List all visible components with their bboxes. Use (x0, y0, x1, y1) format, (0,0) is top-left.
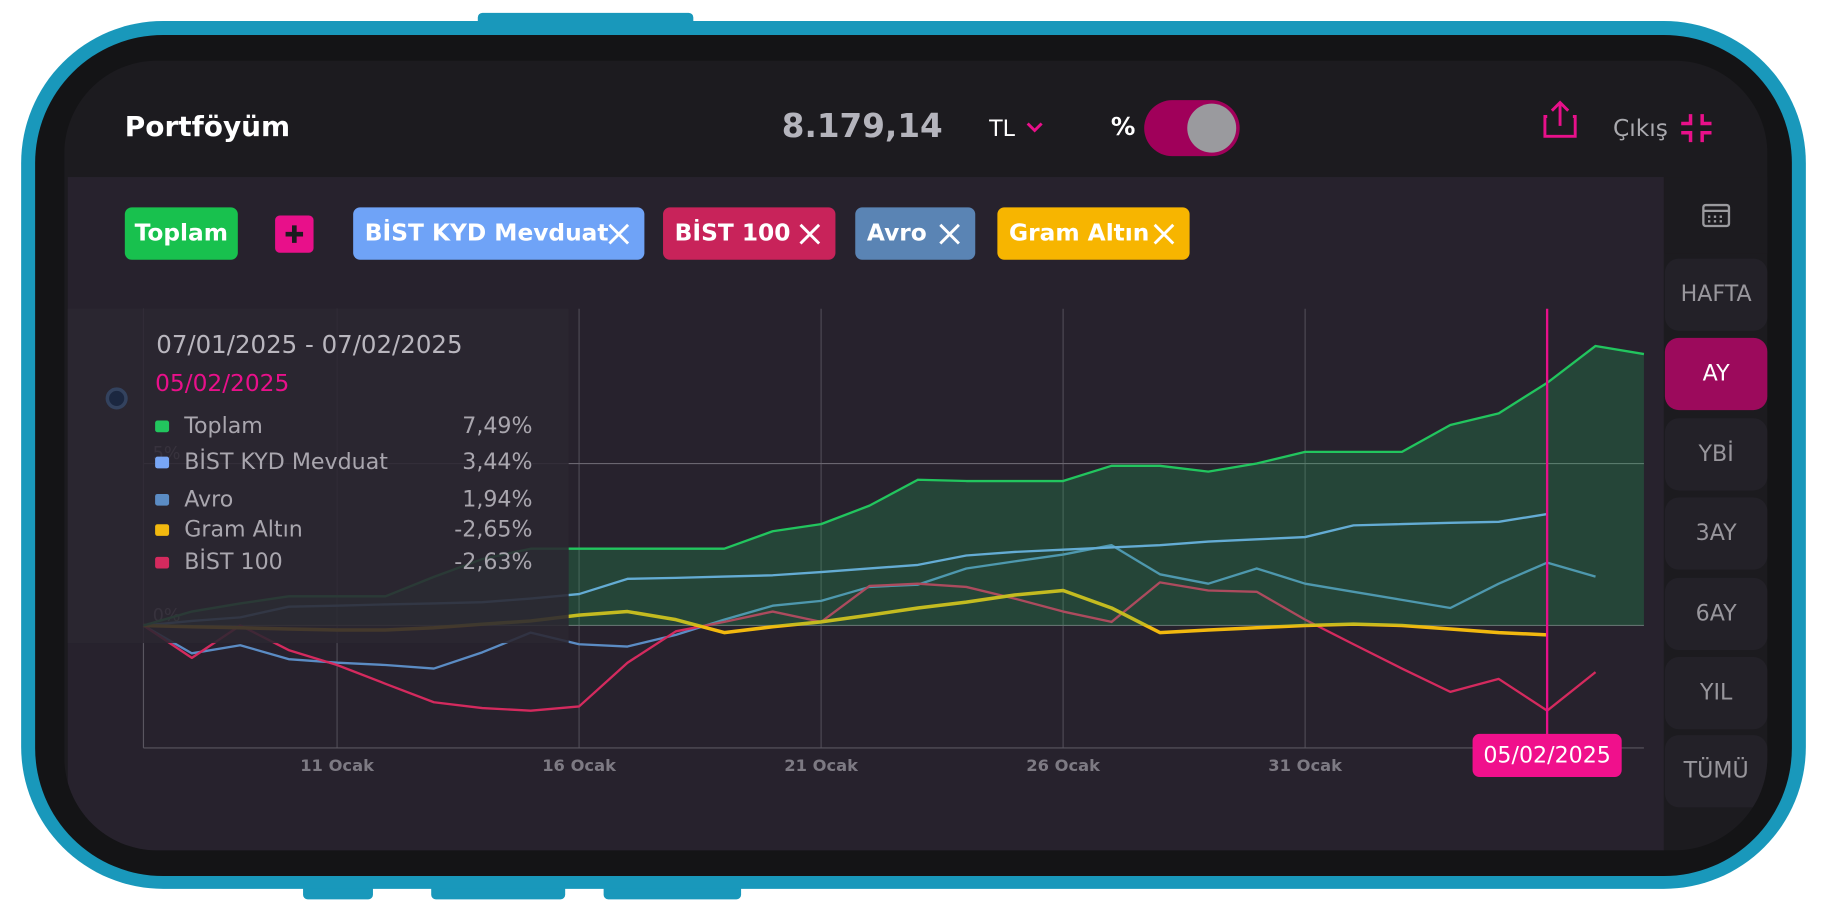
tooltip-name: Gram Altın (184, 517, 303, 543)
period-button[interactable] (1664, 497, 1768, 570)
period-button[interactable] (1664, 337, 1768, 411)
line (142, 581, 1597, 712)
chip-remove[interactable] (608, 223, 630, 245)
chip-label[interactable]: Toplam (135, 220, 228, 247)
percent-toggle[interactable] (1144, 100, 1240, 157)
tooltip-value: 3,44% (462, 449, 532, 475)
share-arrow (1550, 100, 1570, 126)
tooltip-range: 07/01/2025 - 07/02/2025 (156, 330, 462, 359)
chip-bg[interactable] (353, 207, 645, 260)
exit-icon (1681, 114, 1712, 143)
share-icon (1543, 115, 1577, 138)
chip-bg[interactable] (855, 207, 976, 260)
toggle-knob (1187, 103, 1237, 153)
chip-remove[interactable] (1153, 223, 1175, 245)
series-chip[interactable]: BİST 100 (663, 207, 836, 260)
page-title: Portföyüm (125, 110, 290, 143)
calendar-icon (1702, 203, 1731, 228)
chevron (1026, 122, 1043, 133)
chip-bg[interactable] (663, 207, 836, 260)
tooltip-swatch (155, 493, 170, 506)
tooltip-swatch (155, 456, 170, 469)
period-button[interactable] (1664, 657, 1768, 730)
chip-bg[interactable] (997, 207, 1190, 260)
series-chips: Toplam BİST KYD Mevduat BİST 100 Avro Gram A… (124, 207, 1190, 260)
tooltip-name: Toplam (183, 413, 263, 439)
exit-label[interactable]: Çıkış (1613, 115, 1668, 142)
chip-label[interactable]: Gram Altın (1009, 220, 1149, 247)
tooltip-swatch (155, 556, 170, 569)
portfolio-total: 8.179,14 (782, 107, 943, 145)
period-label[interactable]: AY (1703, 360, 1730, 386)
series-chip[interactable]: BİST KYD Mevduat (353, 207, 645, 260)
tooltip-name: Avro (184, 486, 233, 512)
tooltip-date: 05/02/2025 (155, 370, 289, 397)
period-button[interactable] (1664, 418, 1768, 491)
share-button[interactable] (1543, 100, 1577, 138)
cursor-bubble (1472, 733, 1622, 778)
period-label[interactable]: YIL (1699, 680, 1733, 706)
add-icon (285, 225, 304, 243)
series-chip[interactable]: Gram Altın (997, 207, 1190, 260)
x-tick-label: 26 Ocak (1026, 756, 1101, 775)
series-chip[interactable]: Avro (855, 207, 976, 260)
series-chip[interactable]: Toplam (124, 207, 238, 260)
period-label[interactable]: 6AY (1696, 600, 1737, 626)
x-tick-label: 16 Ocak (542, 756, 617, 775)
calendar-body (1702, 203, 1731, 228)
tooltip-value: -2,63% (454, 549, 532, 575)
chip-remove[interactable] (799, 223, 821, 245)
tooltip-swatch (155, 524, 170, 536)
cursor-label: 05/02/2025 (1483, 743, 1611, 769)
tooltip-bg (67, 308, 569, 644)
period-label[interactable]: TÜMÜ (1683, 756, 1749, 784)
period-button[interactable] (1664, 577, 1768, 651)
tooltip-swatch (155, 420, 170, 433)
period-label[interactable]: HAFTA (1681, 281, 1752, 307)
period-label[interactable]: YBİ (1698, 439, 1734, 467)
tooltip-value: 1,94% (462, 486, 532, 512)
period-button[interactable] (1664, 735, 1768, 808)
camera (105, 387, 128, 410)
exit-button[interactable]: Çıkış (1613, 114, 1712, 143)
chip-label[interactable]: Avro (867, 220, 927, 247)
calendar-grid (1703, 209, 1729, 223)
chip-label[interactable]: BİST 100 (675, 219, 791, 247)
period-label[interactable]: 3AY (1696, 520, 1737, 546)
currency-select[interactable]: TL (988, 116, 1043, 142)
tooltip: 07/01/2025 - 07/02/2025 05/02/2025 Topla… (67, 308, 569, 644)
x-tick-label: 31 Ocak (1268, 756, 1343, 775)
tooltip-name: BİST 100 (184, 547, 283, 575)
tooltip-value: 7,49% (462, 413, 532, 439)
tooltip-value: -2,65% (454, 517, 532, 543)
x-tick-label: 11 Ocak (300, 756, 375, 775)
currency[interactable]: TL (988, 116, 1016, 142)
period-button[interactable] (1664, 258, 1768, 331)
chip-bg[interactable] (124, 207, 238, 260)
percent-label: % (1111, 112, 1136, 141)
x-tick-label: 21 Ocak (784, 756, 859, 775)
tooltip-name: BİST KYD Mevduat (184, 447, 388, 475)
period-buttons: HAFTA AY YBİ 3AY 6AY YIL TÜMÜ (1664, 258, 1768, 808)
chip-remove[interactable] (939, 223, 960, 245)
chip-label[interactable]: BİST KYD Mevduat (365, 219, 609, 247)
